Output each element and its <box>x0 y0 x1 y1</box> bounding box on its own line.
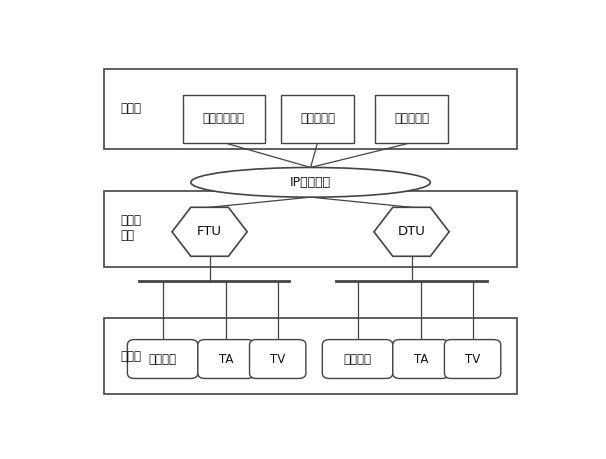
FancyBboxPatch shape <box>393 340 449 379</box>
Text: TV: TV <box>465 353 480 365</box>
Text: 应用服务器: 应用服务器 <box>300 112 335 125</box>
Polygon shape <box>374 207 449 256</box>
FancyBboxPatch shape <box>444 340 501 379</box>
Text: FTU: FTU <box>197 225 222 238</box>
Ellipse shape <box>191 168 430 197</box>
FancyBboxPatch shape <box>127 340 198 379</box>
Text: IP通信网络: IP通信网络 <box>290 176 331 189</box>
Polygon shape <box>172 207 247 256</box>
Text: 配网开关: 配网开关 <box>148 353 176 365</box>
Text: 主站层: 主站层 <box>121 102 141 115</box>
Text: DTU: DTU <box>398 225 425 238</box>
FancyBboxPatch shape <box>375 95 448 143</box>
Text: 配电终
端层: 配电终 端层 <box>121 213 141 241</box>
Text: 过程层: 过程层 <box>121 350 141 363</box>
Text: TV: TV <box>270 353 285 365</box>
FancyBboxPatch shape <box>182 95 265 143</box>
FancyBboxPatch shape <box>281 95 354 143</box>
Text: 配网开关: 配网开关 <box>344 353 371 365</box>
FancyBboxPatch shape <box>198 340 255 379</box>
Text: TA: TA <box>219 353 233 365</box>
FancyBboxPatch shape <box>322 340 393 379</box>
Text: 数据库服务器: 数据库服务器 <box>202 112 245 125</box>
Text: 前置服务器: 前置服务器 <box>394 112 429 125</box>
FancyBboxPatch shape <box>250 340 306 379</box>
Text: TA: TA <box>414 353 428 365</box>
